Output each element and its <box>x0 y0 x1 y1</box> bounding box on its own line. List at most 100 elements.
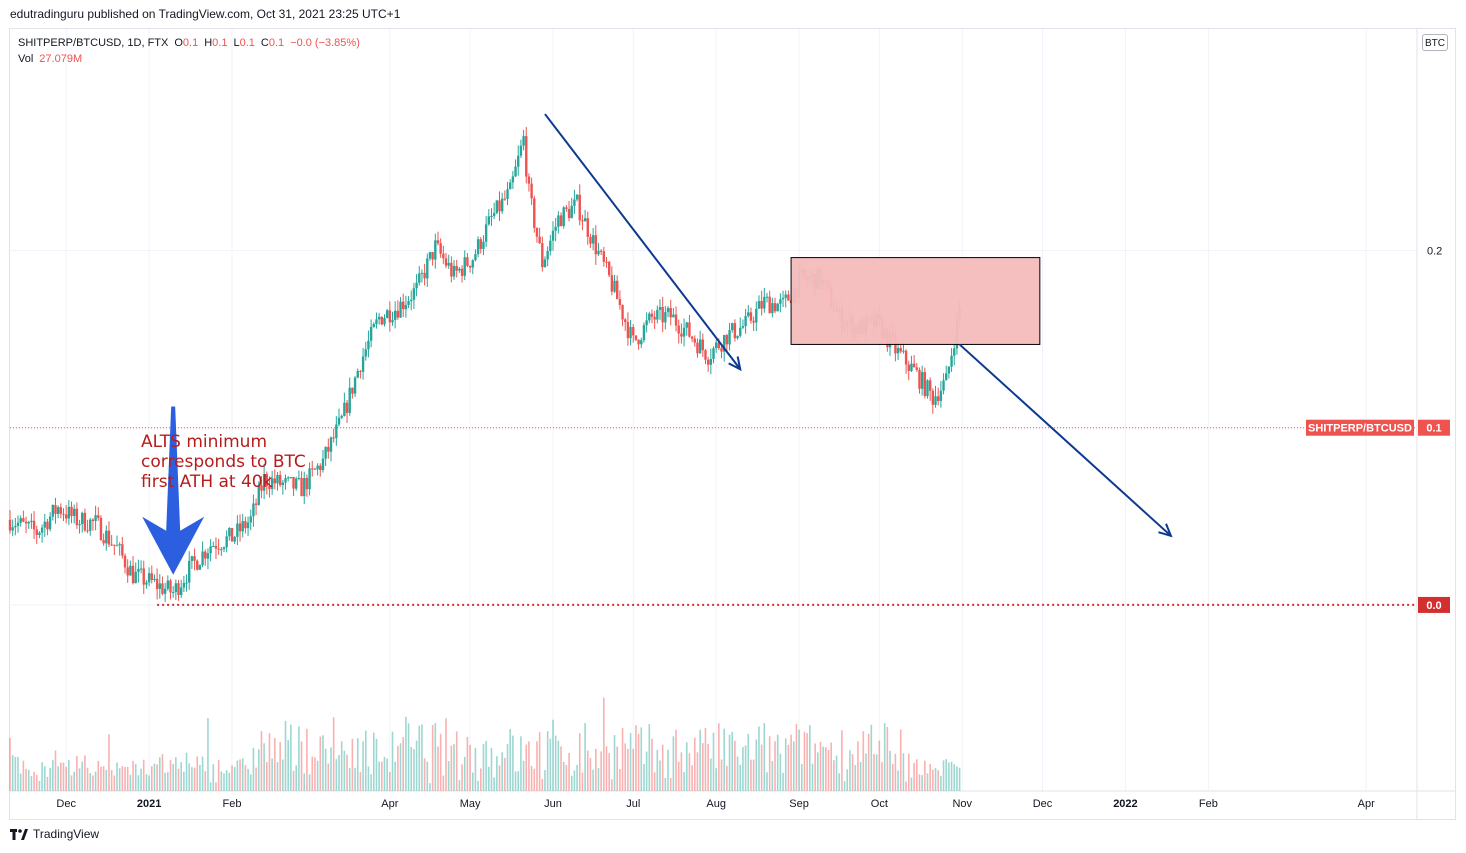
candle-body <box>225 536 228 548</box>
currency-badge[interactable]: BTC <box>1422 34 1448 51</box>
volume-bar <box>447 761 450 791</box>
volume-bar <box>881 761 883 791</box>
candle-body <box>214 545 218 549</box>
candle-body <box>672 314 675 318</box>
volume-bar <box>838 773 841 791</box>
volume-bar <box>434 723 437 791</box>
volume-bar <box>854 765 857 791</box>
volume-bar <box>945 759 948 791</box>
candle-body <box>664 312 667 323</box>
candle-body <box>500 198 504 212</box>
candle-body <box>391 319 394 323</box>
volume-bar <box>718 723 720 791</box>
candle-body <box>316 465 319 470</box>
volume-bar <box>193 767 196 791</box>
volume-bar <box>431 725 434 791</box>
volume-bar <box>348 767 351 791</box>
volume-bar <box>707 744 709 791</box>
volume-bar <box>504 757 506 791</box>
minimum-marker-arrow[interactable] <box>142 406 205 575</box>
volume-bar <box>332 717 335 791</box>
annotation-text-line-0[interactable]: ALTS minimum <box>141 432 267 452</box>
volume-bar <box>62 762 65 791</box>
annotation-text-line-2[interactable]: first ATH at 40k <box>141 472 273 492</box>
baseline-price-label: 0.0 <box>1426 600 1441 612</box>
volume-bar <box>942 760 945 791</box>
legend-open-label: O <box>174 37 183 49</box>
footer-brand[interactable]: TradingView <box>10 827 99 841</box>
volume-bar <box>469 744 471 791</box>
trend-arrow-1-shaft[interactable] <box>544 113 742 370</box>
volume-bar <box>640 727 643 791</box>
candle-body <box>54 504 57 514</box>
x-tick-label-14: Apr <box>1358 798 1375 810</box>
volume-bar <box>17 756 19 791</box>
trend-arrow-2-shaft[interactable] <box>958 343 1172 537</box>
candle-body <box>22 518 25 522</box>
volume-bar <box>57 766 59 791</box>
candle-body <box>345 402 349 413</box>
candle-body <box>698 339 702 354</box>
candle-body <box>920 372 924 389</box>
volume-bar <box>9 738 11 791</box>
candle-body <box>260 485 263 491</box>
x-tick-label-12: 2022 <box>1113 798 1137 810</box>
candle-body <box>682 327 686 337</box>
volume-bar <box>116 762 118 791</box>
candle-body <box>583 218 587 222</box>
volume-bar <box>512 735 514 791</box>
candle-body <box>666 307 670 313</box>
candle-body <box>415 282 418 289</box>
volume-bar <box>340 741 343 791</box>
candle-body <box>514 166 517 177</box>
volume-bar <box>664 777 667 791</box>
trend-arrow-1-head[interactable] <box>728 356 742 372</box>
volume-bar <box>514 771 517 791</box>
volume-bar <box>613 735 616 791</box>
candle-body <box>605 261 608 263</box>
candle-body <box>123 555 127 568</box>
candle-body <box>533 198 536 228</box>
candle-body <box>236 523 239 537</box>
candle-body <box>720 347 723 352</box>
volume-bar <box>798 729 800 791</box>
annotation-text-line-1[interactable]: corresponds to BTC <box>141 452 306 472</box>
x-tick-label-2: Feb <box>223 798 242 810</box>
candle-body <box>763 296 766 309</box>
y-tick-label-0: 0.2 <box>1427 246 1442 258</box>
volume-bar <box>814 743 816 791</box>
resistance-zone-rect[interactable] <box>790 257 1041 345</box>
volume-bar <box>81 761 84 791</box>
candle-body <box>535 227 539 237</box>
volume-bar <box>405 716 407 791</box>
volume-bar <box>49 767 51 791</box>
volume-bar <box>886 727 889 791</box>
volume-bar <box>897 770 899 791</box>
candle-body <box>934 396 937 405</box>
trend-arrow-2-head[interactable] <box>1158 523 1173 538</box>
x-tick-label-10: Nov <box>952 798 972 810</box>
volume-bar <box>501 752 503 791</box>
candle-body <box>736 335 739 339</box>
volume-bar <box>156 764 158 791</box>
volume-bar <box>244 765 247 791</box>
volume-bar <box>875 754 878 791</box>
candle-body <box>190 556 194 561</box>
volume-bar <box>891 764 894 791</box>
x-tick-label-8: Sep <box>789 798 809 810</box>
volume-bar <box>183 771 185 791</box>
volume-bar <box>736 756 739 791</box>
volume-bar <box>621 728 624 791</box>
volume-bar <box>407 723 410 791</box>
candle-body <box>94 515 97 521</box>
volume-bar <box>648 724 651 791</box>
candle-body <box>410 299 413 301</box>
candle-body <box>439 243 442 254</box>
candle-body <box>78 523 81 526</box>
candle-body <box>81 512 84 524</box>
volume-bar <box>570 775 573 791</box>
volume-bar <box>204 771 207 791</box>
candle-body <box>72 508 76 516</box>
candle-body <box>779 299 782 304</box>
